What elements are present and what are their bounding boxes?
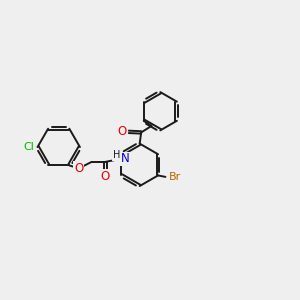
- Text: N: N: [121, 152, 129, 165]
- Text: Cl: Cl: [24, 142, 34, 152]
- Text: O: O: [100, 170, 110, 183]
- Text: Br: Br: [169, 172, 182, 182]
- Text: H: H: [113, 150, 120, 160]
- Text: O: O: [74, 162, 83, 175]
- Text: O: O: [117, 125, 126, 138]
